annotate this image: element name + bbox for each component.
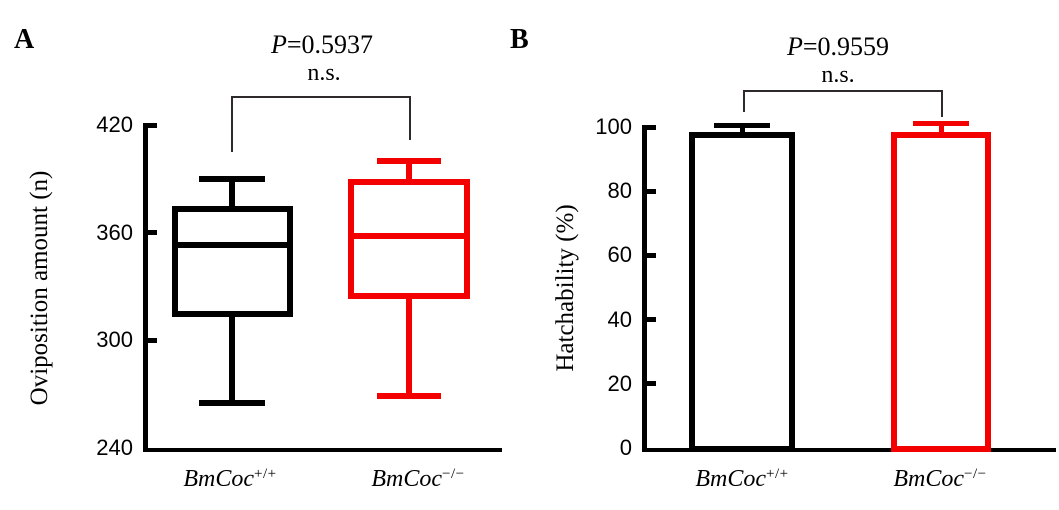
y-tick <box>148 230 157 235</box>
panel-b-label: B <box>510 24 529 55</box>
whisker-stem-upper <box>229 179 235 206</box>
whisker-stem-lower <box>229 317 235 403</box>
panel-a-bracket-bar <box>231 96 411 98</box>
whisker-cap-lower <box>199 400 265 406</box>
y-tick <box>647 189 656 194</box>
y-tick <box>148 123 157 128</box>
box-rect <box>348 179 470 299</box>
panel-a-bracket-right-leg <box>409 96 411 140</box>
y-tick-label: 420 <box>96 112 133 137</box>
genotype-base: BmCoc <box>371 466 443 492</box>
panel-a-group-label-wt: BmCoc+/+ <box>183 466 276 493</box>
box-median-line <box>172 242 293 248</box>
y-tick-label: 360 <box>96 220 133 245</box>
y-tick <box>148 338 157 343</box>
panel-b-group-label-ko: BmCoc−/− <box>893 466 986 493</box>
panel-b-p-value: P=0.9559 <box>787 32 889 62</box>
bar <box>689 132 795 452</box>
y-tick <box>647 381 656 386</box>
whisker-stem-lower <box>406 299 412 396</box>
p-value-number: =0.5937 <box>286 30 374 59</box>
box-median-line <box>348 233 470 239</box>
panel-b-bracket-bar <box>743 90 943 92</box>
genotype-sup: +/+ <box>254 465 277 482</box>
panel-a-y-axis-title: Oviposition amount (n) <box>26 170 53 406</box>
whisker-cap-upper <box>199 176 265 182</box>
panel-b-ns-text: n.s. <box>821 62 855 88</box>
y-tick-label: 0 <box>619 435 632 460</box>
error-bar-cap <box>714 123 770 128</box>
genotype-base: BmCoc <box>695 466 767 492</box>
panel-b-y-axis-title: Hatchability (%) <box>552 204 579 372</box>
y-tick-label: 20 <box>607 371 632 396</box>
panel-b-bracket-right-leg <box>941 90 943 117</box>
panel-a-ns-text: n.s. <box>307 60 341 86</box>
whisker-cap-upper <box>377 158 441 164</box>
p-symbol: P <box>786 32 803 61</box>
whisker-cap-lower <box>377 393 441 399</box>
y-tick-label: 60 <box>607 242 632 267</box>
y-axis-spine <box>642 125 647 452</box>
box-rect <box>172 206 293 317</box>
genotype-sup: +/+ <box>766 465 789 482</box>
y-axis-spine <box>143 123 148 452</box>
x-axis-line <box>642 448 1056 452</box>
y-tick <box>647 253 656 258</box>
genotype-sup: −/− <box>442 465 465 482</box>
panel-a-bracket-left-leg <box>231 96 233 152</box>
whisker-stem-upper <box>406 161 412 179</box>
genotype-base: BmCoc <box>183 466 255 492</box>
panel-a-label: A <box>14 24 35 55</box>
y-tick <box>647 125 656 130</box>
p-symbol: P <box>270 30 287 59</box>
panel-a-p-value: P=0.5937 <box>271 30 373 60</box>
genotype-sup: −/− <box>964 465 987 482</box>
p-value-number: =0.9559 <box>802 32 890 61</box>
y-tick-label: 100 <box>595 114 632 139</box>
panel-b-group-label-wt: BmCoc+/+ <box>695 466 788 493</box>
y-tick-label: 300 <box>96 327 133 352</box>
y-tick-label: 80 <box>607 178 632 203</box>
y-tick <box>647 317 656 322</box>
x-axis-line <box>143 448 502 452</box>
error-bar-cap <box>913 121 969 126</box>
panel-a-group-label-ko: BmCoc−/− <box>371 466 464 493</box>
y-tick-label: 40 <box>607 307 632 332</box>
genotype-base: BmCoc <box>893 466 965 492</box>
bar <box>891 132 991 452</box>
panel-b-bracket-left-leg <box>743 90 745 112</box>
y-tick-label: 240 <box>96 435 133 460</box>
